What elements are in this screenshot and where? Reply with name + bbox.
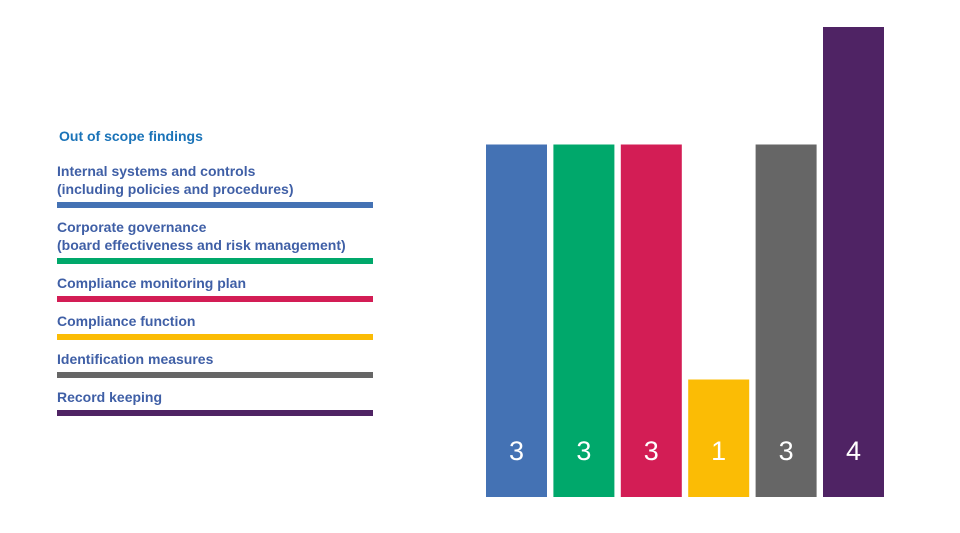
bar-value-label: 3 [644, 436, 659, 466]
bar-value-label: 4 [846, 436, 861, 466]
chart-title: Out of scope findings [59, 128, 203, 144]
legend-label: Compliance monitoring plan [57, 274, 373, 292]
bar-value-label: 3 [509, 436, 524, 466]
legend-label-line: Compliance monitoring plan [57, 275, 247, 291]
legend-label: Internal systems and controls (including … [57, 162, 373, 198]
legend-label-line: Compliance function [57, 313, 196, 329]
legend-swatch [57, 202, 373, 208]
legend: Out of scope findings Internal systems a… [57, 128, 373, 426]
legend-item: Identification measures [57, 350, 373, 378]
bar-value-label: 3 [779, 436, 794, 466]
legend-item: Compliance function [57, 312, 373, 340]
legend-items: Internal systems and controls (including … [57, 162, 373, 416]
legend-label-line: (including policies and procedures) [57, 181, 294, 197]
legend-item: Corporate governance (board effectiveness… [57, 218, 373, 264]
bar [620, 144, 682, 497]
legend-label-line: Internal systems and controls [57, 163, 256, 179]
bar-value-label: 3 [576, 436, 591, 466]
bar-value-label: 1 [711, 436, 726, 466]
bar [823, 27, 884, 497]
legend-label-line: (board effectiveness and risk management… [57, 237, 346, 253]
legend-item: Record keeping [57, 388, 373, 416]
legend-swatch [57, 334, 373, 340]
bar [755, 144, 817, 497]
bar [688, 379, 750, 497]
legend-label-line: Record keeping [57, 389, 163, 405]
legend-label: Compliance function [57, 312, 373, 330]
legend-swatch [57, 410, 373, 416]
legend-label-line: Corporate governance [57, 219, 207, 235]
bar [486, 144, 547, 497]
legend-label: Identification measures [57, 350, 373, 368]
legend-item: Compliance monitoring plan [57, 274, 373, 302]
legend-label: Corporate governance (board effectiveness… [57, 218, 373, 254]
legend-item: Internal systems and controls (including … [57, 162, 373, 208]
bar [553, 144, 615, 497]
legend-swatch [57, 372, 373, 378]
legend-label-line: Identification measures [57, 351, 214, 367]
legend-swatch [57, 258, 373, 264]
legend-swatch [57, 296, 373, 302]
legend-label: Record keeping [57, 388, 373, 406]
